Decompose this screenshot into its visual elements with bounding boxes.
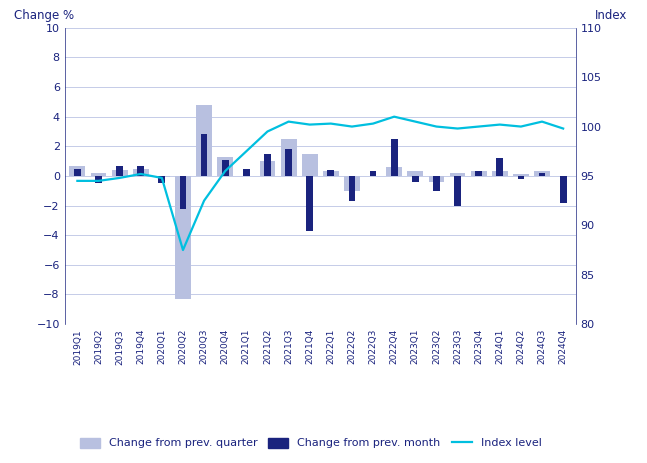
Bar xyxy=(285,149,292,176)
Index level xyxy=(263,129,271,134)
Bar xyxy=(327,170,334,176)
Index level xyxy=(285,119,292,125)
Bar xyxy=(534,171,550,176)
Bar xyxy=(323,171,339,176)
Bar xyxy=(133,169,149,176)
Index level xyxy=(137,171,145,177)
Bar xyxy=(408,171,423,176)
Bar xyxy=(180,176,186,208)
Bar xyxy=(243,169,250,176)
Index level xyxy=(74,178,82,184)
Index level xyxy=(475,124,483,129)
Bar xyxy=(369,171,377,176)
Index level xyxy=(348,124,356,129)
Bar xyxy=(137,166,144,176)
Bar xyxy=(471,171,487,176)
Line: Index level: Index level xyxy=(78,117,563,250)
Bar xyxy=(222,160,228,176)
Bar xyxy=(344,176,360,191)
Index level xyxy=(411,119,419,125)
Bar xyxy=(518,176,524,179)
Bar xyxy=(496,158,503,176)
Bar xyxy=(281,139,296,176)
Bar xyxy=(433,176,440,191)
Bar xyxy=(217,156,233,176)
Bar xyxy=(196,105,212,176)
Bar xyxy=(306,176,313,231)
Bar xyxy=(560,176,567,203)
Index level xyxy=(538,119,546,125)
Index level xyxy=(306,122,314,127)
Bar xyxy=(492,171,508,176)
Index level xyxy=(559,126,567,131)
Text: Change %: Change % xyxy=(14,9,74,22)
Bar xyxy=(175,176,191,299)
Index level xyxy=(433,124,441,129)
Bar xyxy=(91,173,106,176)
Bar xyxy=(391,139,397,176)
Legend: Change from prev. quarter, Change from prev. month, Index level: Change from prev. quarter, Change from p… xyxy=(75,433,546,453)
Bar xyxy=(539,173,545,176)
Bar xyxy=(159,176,165,183)
Bar xyxy=(428,176,444,182)
Index level xyxy=(517,124,525,129)
Bar xyxy=(264,154,271,176)
Bar xyxy=(201,134,208,176)
Index level xyxy=(116,175,124,181)
Index level xyxy=(221,168,229,174)
Bar xyxy=(302,154,318,176)
Bar xyxy=(69,166,85,176)
Index level xyxy=(327,121,334,126)
Bar xyxy=(259,161,276,176)
Text: Index: Index xyxy=(595,9,627,22)
Bar xyxy=(349,176,355,201)
Index level xyxy=(200,198,208,203)
Index level xyxy=(454,126,461,131)
Bar xyxy=(154,176,170,177)
Index level xyxy=(496,122,503,127)
Bar xyxy=(386,167,402,176)
Index level xyxy=(94,178,102,184)
Index level xyxy=(179,247,187,253)
Bar xyxy=(116,166,123,176)
Bar xyxy=(412,176,419,182)
Index level xyxy=(158,175,166,181)
Index level xyxy=(390,114,398,119)
Bar xyxy=(450,173,465,176)
Bar xyxy=(95,176,102,183)
Bar xyxy=(476,171,482,176)
Bar xyxy=(112,170,127,176)
Index level xyxy=(243,149,250,154)
Bar xyxy=(74,169,81,176)
Bar xyxy=(454,176,461,206)
Bar xyxy=(513,175,529,176)
Index level xyxy=(369,121,377,126)
